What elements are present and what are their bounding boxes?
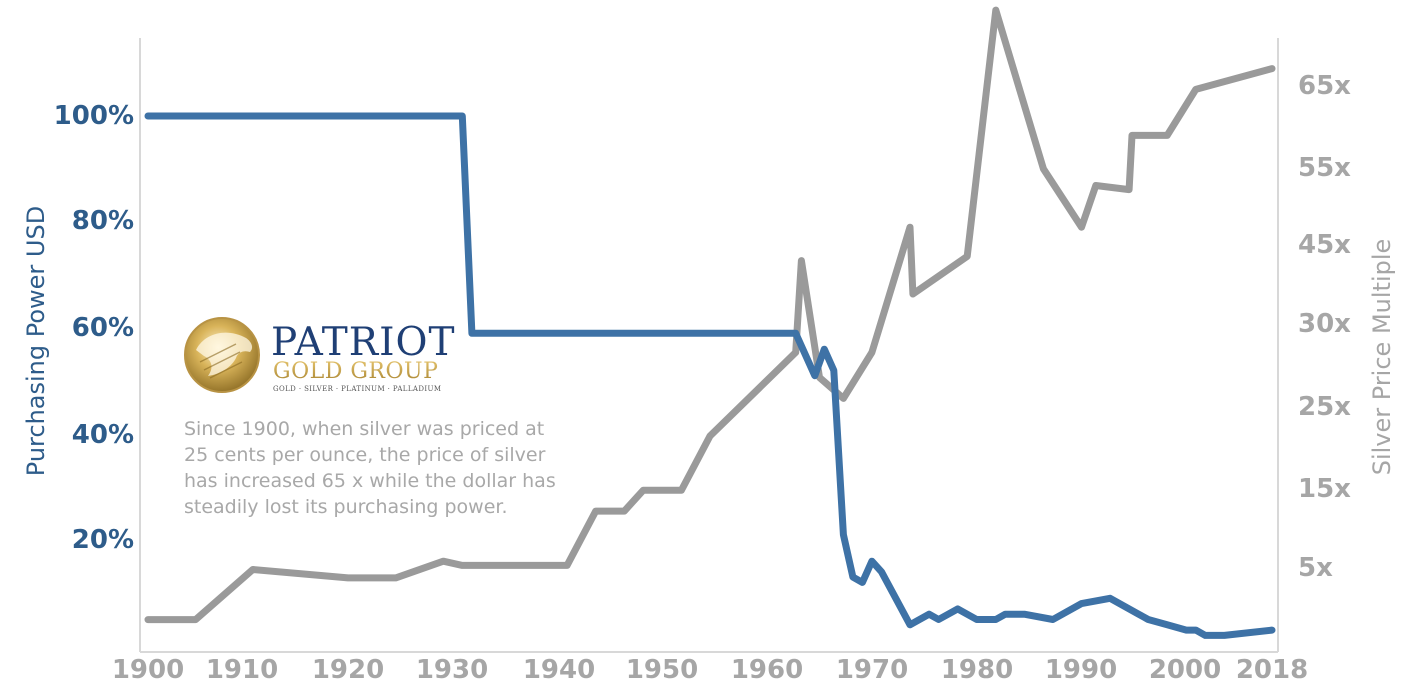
x-tick-label: 1960 [731,655,803,685]
x-tick-label: 1950 [626,655,698,685]
note-line: steadily lost its purchasing power. [184,496,508,518]
x-tick-label: 1940 [523,655,595,685]
right-tick-label: 5x [1298,553,1333,583]
left-axis-title: Purchasing Power USD [22,206,50,476]
x-tick-label: 1910 [206,655,278,685]
logo-line2: GOLD GROUP [273,359,438,384]
left-axis-ticks: 20% 40% 60% 80% 100% [54,101,134,555]
left-tick-label: 60% [72,313,134,343]
right-axis-ticks: 5x 15x 25x 30x 45x 55x 65x [1298,71,1351,583]
left-tick-label: 100% [54,101,134,131]
x-tick-label: 1930 [416,655,488,685]
x-tick-label: 1970 [836,655,908,685]
x-tick-label: 2000 [1149,655,1221,685]
right-axis-title: Silver Price Multiple [1368,239,1396,476]
logo-tagline: GOLD · SILVER · PLATINUM · PALLADIUM [273,385,441,393]
note-line: Since 1900, when silver was priced at [184,418,544,440]
x-tick-label: 1980 [941,655,1013,685]
x-tick-label: 1990 [1045,655,1117,685]
x-axis-ticks: 1900 1910 1920 1930 1940 1950 1960 1970 1980 1990… [112,655,1308,685]
x-tick-label: 1900 [112,655,184,685]
left-tick-label: 40% [72,420,134,450]
note-line: 25 cents per ounce, the price of silver [184,444,546,466]
note-line: has increased 65 x while the dollar has [184,470,556,492]
right-tick-label: 30x [1298,309,1351,339]
right-tick-label: 15x [1298,474,1351,504]
right-tick-label: 55x [1298,153,1351,183]
logo-line1: PATRIOT [271,320,455,365]
left-tick-label: 80% [72,206,134,236]
patriot-gold-group-logo: PATRIOT GOLD GROUP GOLD · SILVER · PLATI… [184,317,455,393]
silver-price-line [144,6,1276,624]
series-layer [144,6,1276,639]
x-tick-label: 1920 [312,655,384,685]
purchasing-power-line [144,112,1276,639]
annotation-note: Since 1900, when silver was priced at 25… [184,418,556,518]
eagle-head-icon [196,332,253,376]
right-tick-label: 25x [1298,392,1351,422]
right-tick-label: 65x [1298,71,1351,101]
eagle-feather-icon [199,343,243,379]
x-tick-label: 2018 [1236,655,1308,685]
left-tick-label: 20% [72,525,134,555]
right-tick-label: 45x [1298,230,1351,260]
